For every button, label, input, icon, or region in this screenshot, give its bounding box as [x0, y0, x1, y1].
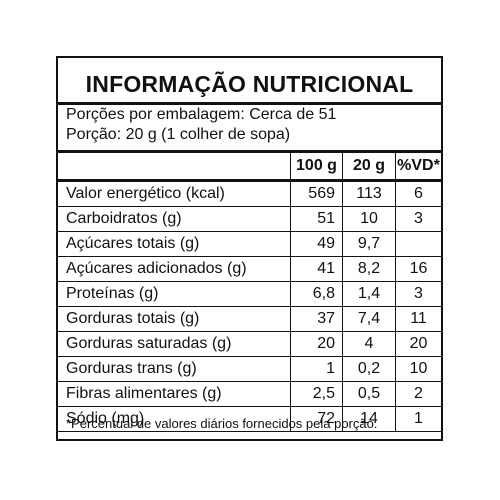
value-vd: 20	[409, 335, 428, 352]
value-100g: 6,8	[290, 281, 343, 307]
value-vd: 11	[410, 310, 427, 327]
value-20g: 10	[342, 206, 396, 232]
nutrient-label: Carboidratos (g)	[58, 206, 291, 232]
value-20g: 113	[342, 180, 396, 207]
table-row: Gorduras trans (g) 1 0,2 10	[58, 356, 441, 382]
table-row: Valor energético (kcal) 569 113 6	[58, 180, 441, 207]
nutrition-table: 100 g 20 g %VD* Valor energético (kcal) 5…	[58, 152, 441, 432]
value-100g: 569	[290, 180, 343, 207]
nutrient-label: Proteínas (g)	[58, 281, 291, 307]
value-100g: 41	[290, 256, 343, 282]
value-vd: 2	[414, 385, 423, 402]
value-100g: 1	[290, 356, 343, 382]
table-row: Fibras alimentares (g) 2,5 0,5 2	[58, 381, 441, 407]
nutrient-label: Gorduras trans (g)	[58, 356, 291, 382]
table-row: Gorduras totais (g) 37 7,4 11	[58, 306, 441, 332]
title-divider	[58, 102, 441, 105]
value-vd: 10	[409, 360, 428, 377]
nutrient-label: Gorduras totais (g)	[58, 306, 291, 332]
table-row: Proteínas (g) 6,8 1,4 3	[58, 281, 441, 307]
nutrient-label: Fibras alimentares (g)	[58, 381, 291, 407]
table-row: Carboidratos (g) 51 10 3	[58, 206, 441, 232]
nutrient-label: Açúcares totais (g)	[58, 231, 291, 257]
value-20g: 4	[342, 331, 396, 357]
value-vd: 3	[414, 285, 423, 302]
servings-per-package: Porções por embalagem: Cerca de 51	[66, 106, 337, 123]
value-100g: 72	[290, 406, 343, 432]
table-row: Gorduras saturadas (g) 20 4 20	[58, 331, 441, 357]
value-20g: 9,7	[342, 231, 396, 257]
header-20g: 20 g	[342, 152, 396, 181]
value-20g: 0,5	[342, 381, 396, 407]
nutrient-label: Valor energético (kcal)	[58, 180, 291, 207]
panel-title: INFORMAÇÃO NUTRICIONAL	[85, 71, 414, 97]
value-vd: 6	[414, 185, 423, 202]
serving-size: Porção: 20 g (1 colher de sopa)	[66, 126, 291, 143]
table-header-row: 100 g 20 g %VD*	[58, 152, 441, 181]
table-row: Açúcares totais (g) 49 9,7	[58, 231, 442, 257]
value-20g: 1,4	[342, 281, 396, 307]
header-label-column	[58, 152, 291, 181]
value-20g: 14	[342, 406, 396, 432]
nutrition-facts-panel: INFORMAÇÃO NUTRICIONAL Porções por embal…	[56, 56, 443, 441]
value-vd: 1	[414, 410, 423, 427]
value-20g: 8,2	[342, 256, 396, 282]
serving-divider	[58, 150, 441, 153]
footnote: *Percentual de valores diários fornecido…	[66, 416, 378, 431]
value-100g: 37	[290, 306, 343, 332]
value-100g: 20	[290, 331, 343, 357]
header-100g: 100 g	[290, 152, 343, 181]
table-row: Sódio (mg) 72 14 1	[58, 406, 441, 432]
value-100g: 51	[290, 206, 343, 232]
value-100g: 2,5	[290, 381, 343, 407]
nutrient-label: Açúcares adicionados (g)	[58, 256, 291, 282]
value-vd: 3	[414, 210, 423, 227]
nutrient-label: Sódio (mg)	[58, 406, 291, 432]
table-row: Açúcares adicionados (g) 41 8,2 16	[58, 256, 441, 282]
header-vd: %VD*	[397, 157, 440, 174]
value-vd: 16	[409, 260, 428, 277]
value-20g: 7,4	[342, 306, 396, 332]
value-vd	[396, 232, 442, 257]
value-20g: 0,2	[342, 356, 396, 382]
value-100g: 49	[290, 231, 343, 257]
nutrient-label: Gorduras saturadas (g)	[58, 331, 291, 357]
